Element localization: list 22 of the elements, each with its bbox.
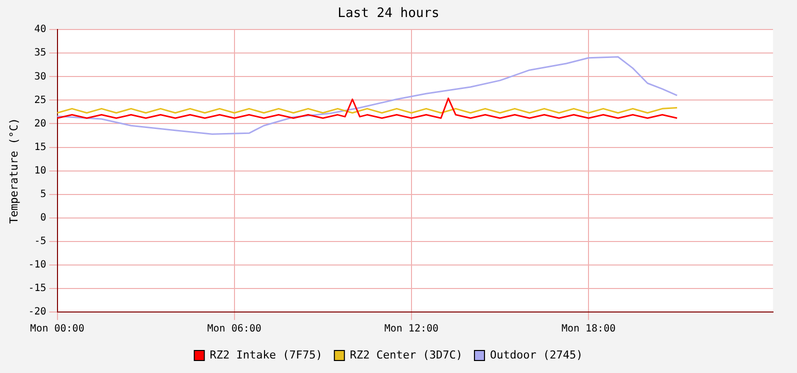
chart-title: Last 24 hours: [338, 6, 440, 22]
y-tick-label: -10: [28, 260, 46, 271]
y-tick-label: 40: [34, 24, 46, 36]
y-tick-label: 25: [34, 94, 46, 106]
y-tick-label: 5: [40, 188, 46, 200]
x-tick-label: Mon 06:00: [207, 324, 262, 335]
y-tick-label: 15: [34, 142, 46, 153]
y-tick-label: 20: [34, 118, 46, 130]
x-tick-label: Mon 18:00: [561, 324, 616, 335]
y-axis-title: Temperature (°C): [7, 118, 20, 224]
y-tick-label: -5: [34, 236, 46, 247]
legend-label: Outdoor (2745): [490, 348, 583, 362]
x-tick-label: Mon 12:00: [384, 324, 439, 335]
y-tick-label: 0: [40, 212, 46, 224]
legend-label: RZ2 Center (3D7C): [350, 348, 462, 362]
y-tick-label: 30: [34, 71, 46, 82]
x-tick-label: Mon 00:00: [30, 324, 84, 335]
y-tick-label: 10: [34, 165, 46, 176]
y-tick-label: -20: [28, 306, 46, 318]
y-tick-label: 35: [34, 48, 46, 59]
y-tick-label: -15: [28, 283, 46, 294]
legend-label: RZ2 Intake (7F75): [210, 348, 322, 362]
